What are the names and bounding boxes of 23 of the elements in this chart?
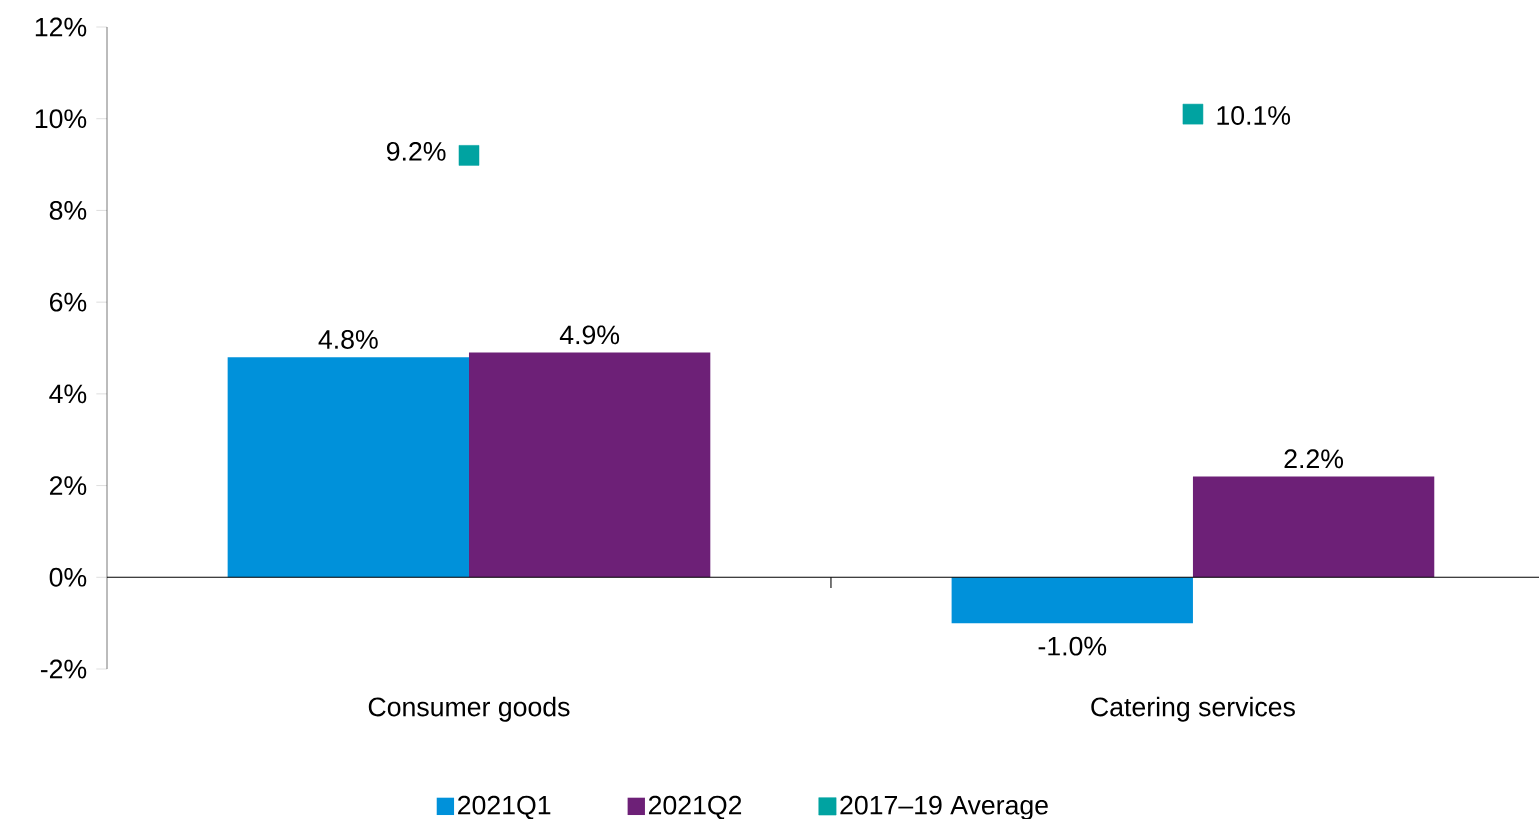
legend-label: 2021Q1 <box>458 795 551 819</box>
x-tick-label: Consumer goods <box>368 696 570 722</box>
legend-label: 2017–19 Average <box>840 795 1048 819</box>
y-tick-label: -2% <box>40 659 87 679</box>
y-tick-label: 8% <box>49 201 87 220</box>
data-label: -1.0% <box>1038 636 1107 656</box>
bar <box>227 357 469 578</box>
y-tick-label: 6% <box>50 292 87 312</box>
data-label: 9.2% <box>386 141 446 161</box>
x-tick-label: Catering services <box>1091 696 1295 722</box>
y-tick-label: 2% <box>49 476 87 495</box>
data-label: 4.9% <box>559 325 620 345</box>
bar <box>468 352 711 578</box>
data-label: 10.1% <box>1217 106 1291 125</box>
data-label: 2.2% <box>1284 449 1344 469</box>
legend-label: 2021Q2 <box>648 795 742 819</box>
bar <box>951 577 1193 624</box>
data-label: 4.8% <box>318 330 378 349</box>
y-tick-label: 10% <box>35 109 87 129</box>
y-tick-label: 0% <box>49 567 87 587</box>
y-tick-label: 4% <box>49 384 87 404</box>
bar <box>1192 476 1435 578</box>
y-tick-label: 12% <box>35 17 87 37</box>
